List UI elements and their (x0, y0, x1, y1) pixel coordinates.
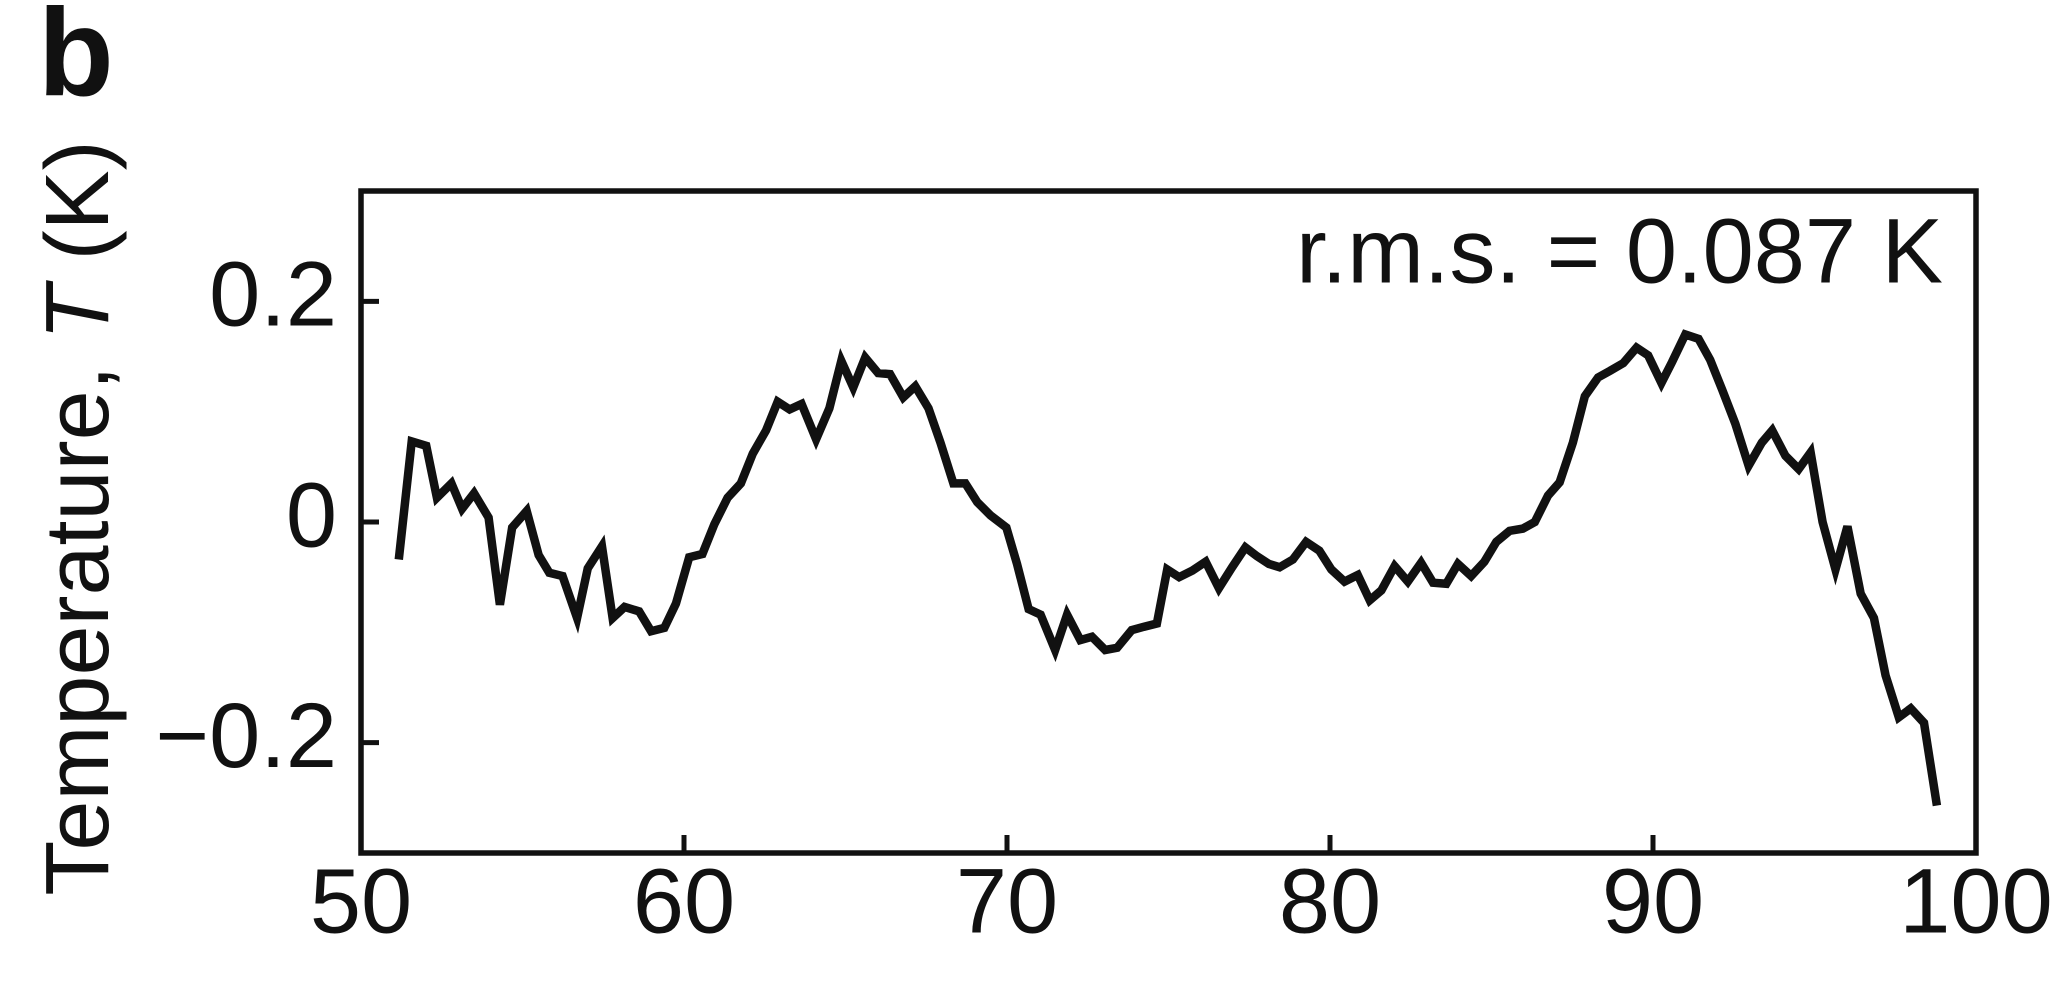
y-label-text: Temperature, (28, 340, 128, 895)
data-line (394, 329, 1942, 807)
y-label-unit: (K) (28, 140, 128, 285)
y-tick-label: 0 (286, 464, 337, 566)
x-tick-label: 50 (310, 850, 412, 952)
x-tick-label: 90 (1602, 850, 1704, 952)
y-tick-label: −0.2 (155, 685, 337, 787)
y-label-symbol: T (28, 279, 128, 340)
x-tick-label: 70 (956, 850, 1058, 952)
x-tick-label: 100 (1899, 850, 2053, 952)
plot-frame (358, 188, 1979, 856)
x-tick-label: 60 (633, 850, 735, 952)
y-tick-label: 0.2 (209, 244, 337, 346)
x-tick-label: 80 (1279, 850, 1381, 952)
panel-label: b (38, 0, 114, 122)
y-axis-label: Temperature, T (K) (28, 140, 128, 895)
annotation: r.m.s. = 0.087 K (1296, 200, 1943, 302)
